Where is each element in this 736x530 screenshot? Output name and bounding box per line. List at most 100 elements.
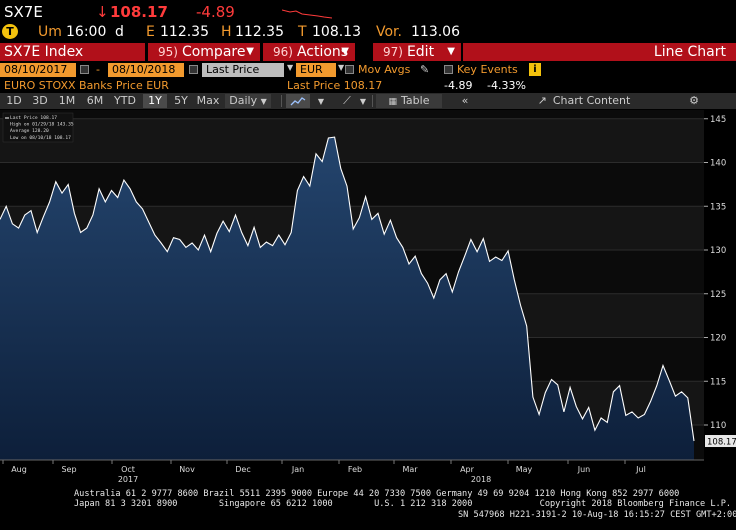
calendar-icon[interactable] [189, 65, 198, 74]
period-1d[interactable]: 1D [6, 94, 22, 107]
period-5y[interactable]: 5Y [174, 94, 188, 107]
ticker-row: SX7E ↓ 108.17 -4.89 [0, 0, 736, 22]
menu-bar: SX7E Index 95) Compare ▼ 96) Actions ▼ 97) Ed… [0, 43, 736, 61]
x-tick-label: Feb [348, 465, 362, 474]
chart-type-label[interactable]: Line Chart [463, 43, 736, 61]
chevron-down-icon: ▼ [246, 46, 254, 57]
y-axis-bg [704, 110, 736, 460]
ticker-symbol: SX7E [4, 3, 43, 21]
x-tick-label: Apr [460, 465, 475, 474]
t-label: T [298, 24, 307, 40]
footer-session: SN 547968 H221-3191-2 10-Aug-18 16:15:27… [458, 510, 736, 520]
down-arrow-icon: ↓ [96, 3, 109, 21]
last-value-text: 108.17 [707, 438, 736, 448]
expand-icon: ↗ [537, 94, 547, 107]
price-field-select[interactable]: Last Price [202, 63, 284, 77]
x-tick-label: Nov [179, 465, 195, 474]
period-ytd[interactable]: YTD [114, 94, 136, 107]
compare-label: Compare [181, 44, 246, 60]
legend-box [2, 112, 74, 143]
gear-icon[interactable]: ⚙ [689, 94, 699, 107]
table-label: Table [401, 94, 430, 107]
x-tick-label: Jul [635, 465, 646, 474]
chevron-down-icon[interactable]: ▼ [317, 97, 325, 106]
h-value: 112.35 [235, 24, 284, 40]
price-change: -4.89 [196, 3, 235, 21]
chart-toolbar: 1D 3D 1M 6M YTD 1Y 5Y Max Daily ▼ ▼ ⟋ ▼ … [0, 93, 736, 109]
y-tick-label: 125 [710, 290, 726, 300]
divider [372, 95, 373, 107]
chevron-down-icon: ▼ [287, 63, 294, 72]
um-flag: d [115, 24, 124, 40]
legend-item: Last Price 108.17 [10, 115, 57, 121]
y-tick-label: 130 [710, 246, 726, 256]
trade-badge-icon[interactable]: T [2, 24, 18, 39]
plot-band [0, 118, 704, 163]
price-chart[interactable]: 110 115 120 125 130 135 140 145 Aug Sep Oct Nov Dec… [0, 110, 736, 486]
start-date-field[interactable]: 08/10/2017 [0, 63, 76, 77]
collapse-icon[interactable]: « [461, 94, 469, 107]
key-events-checkbox[interactable] [444, 65, 453, 74]
actions-label: Actions [296, 44, 349, 60]
series-description: EURO STOXX Banks Price EUR [4, 79, 169, 92]
chevron-down-icon: ▼ [338, 63, 345, 72]
period-max[interactable]: Max [196, 94, 220, 107]
mov-avgs-label: Mov Avgs [358, 63, 411, 76]
line-chart-icon[interactable] [286, 94, 310, 108]
legend-item: Average 128.20 [10, 128, 49, 134]
period-6m[interactable]: 6M [86, 94, 104, 107]
chevron-down-icon: ▼ [260, 97, 267, 106]
x-tick-label: Jan [291, 465, 304, 474]
compare-num: 95) [158, 45, 178, 59]
key-events-label: Key Events [457, 63, 518, 76]
mov-avgs-checkbox[interactable] [345, 65, 354, 74]
info-icon[interactable]: i [529, 63, 541, 76]
y-axis: 110 115 120 125 130 135 140 145 [704, 110, 736, 460]
pct-change: -4.33% [487, 79, 526, 92]
controls-row: 08/10/2017 - 08/10/2018 Last Price ▼ EUR… [0, 62, 736, 78]
calendar-icon[interactable] [80, 65, 89, 74]
vor-label: Vor. [376, 24, 402, 40]
security-title[interactable]: SX7E Index [0, 43, 145, 61]
actions-num: 96) [273, 45, 293, 59]
pencil-icon[interactable]: ✎ [420, 63, 430, 76]
chevron-down-icon: ▼ [341, 46, 349, 57]
table-icon: ▦ [388, 97, 398, 107]
actions-button[interactable]: 96) Actions ▼ [263, 43, 355, 61]
y-tick-label: 145 [710, 115, 726, 125]
period-1m[interactable]: 1M [58, 94, 76, 107]
period-1y[interactable]: 1Y [143, 94, 167, 108]
chart-content-button[interactable]: ↗ Chart Content [522, 94, 646, 108]
price-area [0, 137, 694, 460]
draw-tool-icon[interactable]: ⟋ [343, 94, 351, 107]
table-button[interactable]: ▦ Table [376, 94, 442, 108]
y-tick-label: 115 [710, 377, 726, 387]
y-tick-label: 110 [710, 421, 726, 431]
info-row: EURO STOXX Banks Price EUR Last Price 10… [0, 79, 736, 93]
x-tick-label: Dec [235, 465, 250, 474]
divider [281, 95, 282, 107]
period-3d[interactable]: 3D [32, 94, 48, 107]
footer-contacts-2: Japan 81 3 3201 8900 Singapore 65 6212 1… [74, 499, 732, 509]
currency-select[interactable]: EUR [296, 63, 336, 77]
y-tick-label: 140 [710, 159, 726, 169]
e-label: E [146, 24, 155, 40]
chart-content-label: Chart Content [552, 94, 631, 107]
edit-button[interactable]: 97) Edit ▼ [373, 43, 461, 61]
vor-value: 113.06 [411, 24, 460, 40]
y-tick-label: 135 [710, 202, 726, 212]
frequency-select[interactable]: Daily ▼ [225, 94, 271, 108]
x-axis: Aug Sep Oct Nov Dec Jan Feb Mar Apr May Jun Jul 2017… [0, 459, 704, 484]
x-year-label: 2018 [471, 475, 491, 484]
footer: Australia 61 2 9777 8600 Brazil 5511 239… [0, 486, 736, 530]
x-tick-label: Jun [577, 465, 591, 474]
x-tick-label: Sep [61, 465, 76, 474]
e-value: 112.35 [160, 24, 209, 40]
abs-change: -4.89 [444, 79, 473, 92]
sparkline-icon [282, 9, 332, 19]
legend-item: High on 01/29/18 143.35 [10, 122, 74, 128]
compare-button[interactable]: 95) Compare ▼ [148, 43, 260, 61]
h-label: H [221, 24, 232, 40]
end-date-field[interactable]: 08/10/2018 [108, 63, 184, 77]
chevron-down-icon[interactable]: ▼ [359, 97, 367, 106]
